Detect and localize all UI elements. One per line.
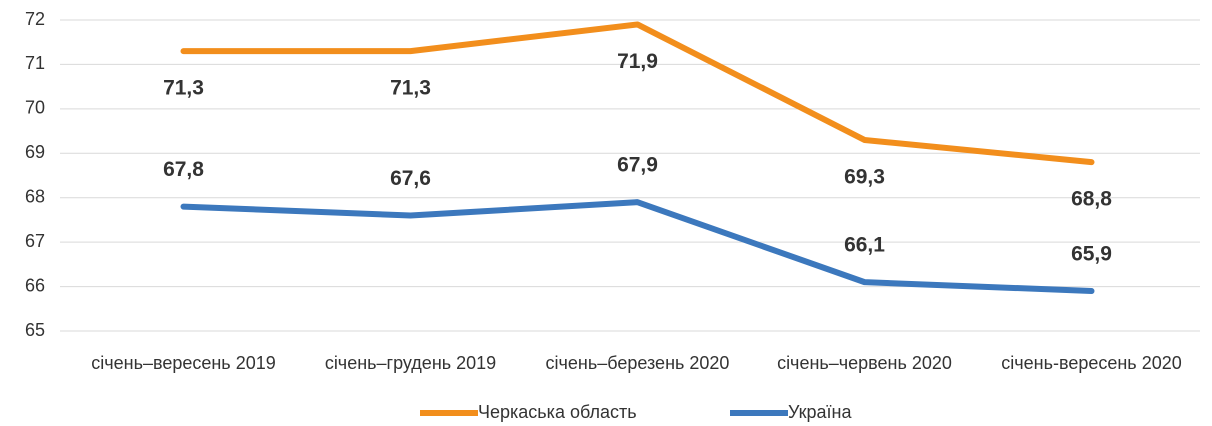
data-label: 71,9	[617, 50, 658, 73]
x-tick-label: січень–грудень 2019	[325, 353, 496, 373]
y-tick-label: 69	[25, 142, 45, 162]
y-tick-label: 65	[25, 320, 45, 340]
y-tick-label: 66	[25, 275, 45, 295]
series-line	[180, 199, 1095, 295]
x-tick-label: січень-вересень 2020	[1001, 353, 1181, 373]
y-tick-label: 67	[25, 231, 45, 251]
x-tick-label: січень–червень 2020	[777, 353, 952, 373]
legend-label: Україна	[788, 402, 852, 422]
data-label: 66,1	[844, 234, 885, 257]
x-tick-label: січень–вересень 2019	[91, 353, 275, 373]
x-tick-label: січень–березень 2020	[546, 353, 730, 373]
data-label: 67,9	[617, 154, 658, 177]
y-tick-label: 68	[25, 186, 45, 206]
y-tick-label: 71	[25, 53, 45, 73]
data-label: 67,8	[163, 158, 204, 181]
legend-label: Черкаська область	[478, 402, 637, 422]
series-line	[180, 21, 1095, 166]
data-label: 65,9	[1071, 243, 1112, 266]
data-label: 71,3	[163, 77, 204, 100]
data-label: 71,3	[390, 77, 431, 100]
data-label: 67,6	[390, 167, 431, 190]
data-label: 69,3	[844, 166, 885, 189]
data-label: 68,8	[1071, 188, 1112, 211]
y-tick-label: 72	[25, 9, 45, 29]
y-tick-label: 70	[25, 98, 45, 118]
